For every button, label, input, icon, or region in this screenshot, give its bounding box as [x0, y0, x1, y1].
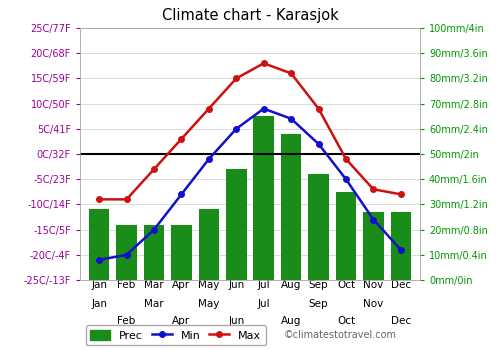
Text: Nov: Nov — [364, 300, 384, 309]
Text: Jun: Jun — [228, 316, 244, 326]
Max — [370, 187, 376, 191]
Text: Dec: Dec — [390, 316, 411, 326]
Bar — [171, 225, 192, 280]
Text: May: May — [198, 280, 220, 290]
Min — [316, 142, 322, 146]
Max — [151, 167, 157, 171]
Bar — [308, 174, 329, 280]
Text: Jul: Jul — [258, 280, 270, 290]
Min — [260, 106, 266, 111]
Bar — [144, 225, 165, 280]
Line: Max: Max — [96, 61, 404, 202]
Bar — [89, 209, 110, 280]
Min — [124, 253, 130, 257]
Text: Jun: Jun — [228, 280, 244, 290]
Max — [398, 192, 404, 196]
Text: Jul: Jul — [258, 300, 270, 309]
Text: Aug: Aug — [281, 316, 301, 326]
Min — [343, 177, 349, 181]
Min — [206, 157, 212, 161]
Max — [260, 61, 266, 65]
Text: Jan: Jan — [91, 280, 107, 290]
Bar — [390, 212, 411, 280]
Bar — [363, 212, 384, 280]
Max — [178, 137, 184, 141]
Text: Feb: Feb — [118, 316, 136, 326]
Text: Sep: Sep — [308, 280, 328, 290]
Max — [124, 197, 130, 202]
Min — [96, 258, 102, 262]
Title: Climate chart - Karasjok: Climate chart - Karasjok — [162, 8, 338, 23]
Min — [370, 217, 376, 222]
Min — [288, 117, 294, 121]
Bar — [198, 209, 219, 280]
Bar — [226, 169, 246, 280]
Text: ©climatestotravel.com: ©climatestotravel.com — [284, 330, 397, 341]
Max — [288, 71, 294, 76]
Text: Apr: Apr — [172, 316, 190, 326]
Line: Min: Min — [96, 106, 404, 262]
Text: Feb: Feb — [118, 280, 136, 290]
Bar — [254, 116, 274, 280]
Max — [316, 106, 322, 111]
Text: Oct: Oct — [337, 280, 355, 290]
Text: Sep: Sep — [308, 300, 328, 309]
Text: Nov: Nov — [364, 280, 384, 290]
Bar — [281, 134, 301, 280]
Bar — [116, 225, 137, 280]
Min — [398, 248, 404, 252]
Text: Mar: Mar — [144, 300, 164, 309]
Text: Aug: Aug — [281, 280, 301, 290]
Min — [234, 127, 239, 131]
Max — [96, 197, 102, 202]
Text: Dec: Dec — [390, 280, 411, 290]
Bar — [336, 192, 356, 280]
Text: Jan: Jan — [91, 300, 107, 309]
Max — [234, 76, 239, 80]
Legend: Prec, Min, Max: Prec, Min, Max — [86, 326, 266, 345]
Max — [206, 106, 212, 111]
Max — [343, 157, 349, 161]
Text: Oct: Oct — [337, 316, 355, 326]
Min — [178, 192, 184, 196]
Text: Mar: Mar — [144, 280, 164, 290]
Text: May: May — [198, 300, 220, 309]
Text: Apr: Apr — [172, 280, 190, 290]
Min — [151, 228, 157, 232]
